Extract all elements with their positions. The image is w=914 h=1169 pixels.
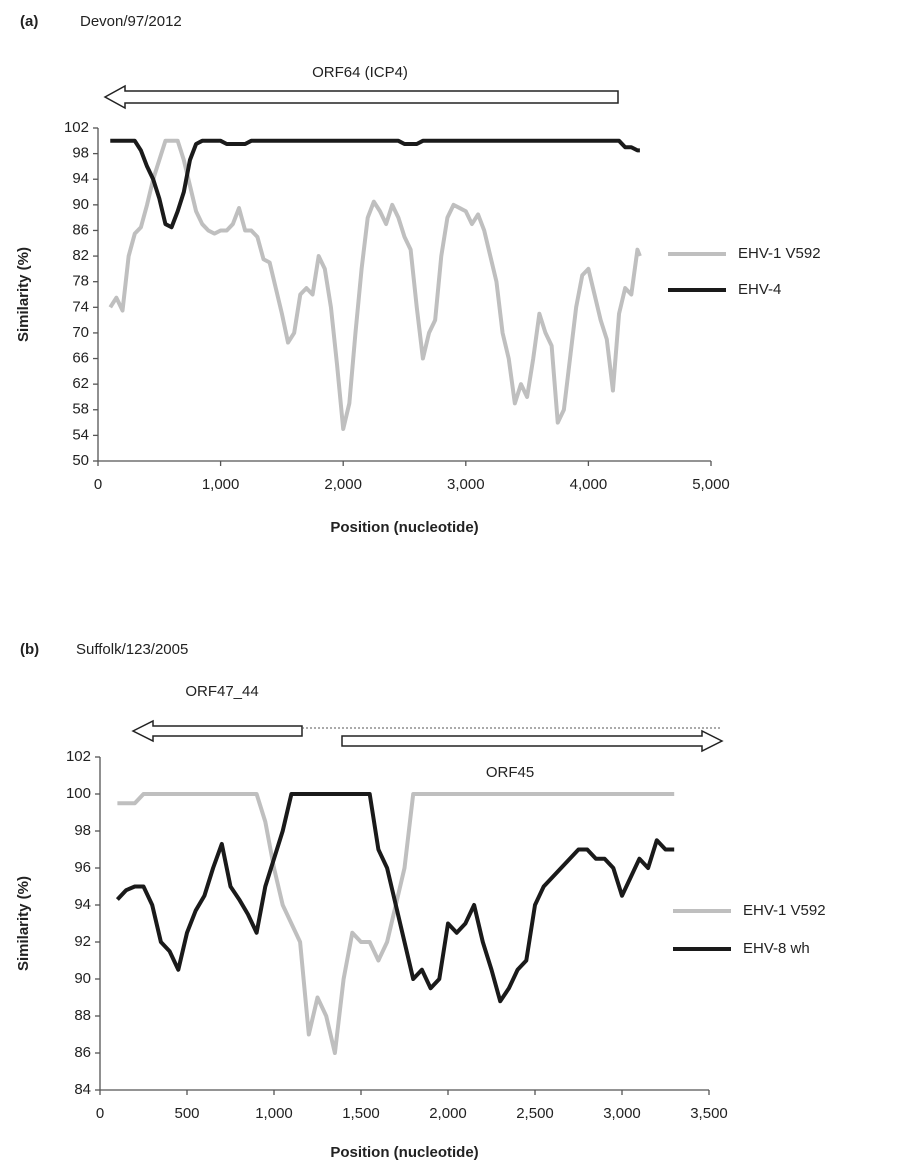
x-tick-label: 3,000 bbox=[603, 1105, 641, 1122]
chart-title: Suffolk/123/2005 bbox=[76, 641, 188, 658]
legend-label: EHV-1 V592 bbox=[738, 245, 821, 262]
orf64-arrow bbox=[103, 84, 619, 110]
y-tick-label: 102 bbox=[64, 119, 89, 136]
x-tick-label: 0 bbox=[94, 476, 102, 493]
x-tick-label: 2,000 bbox=[324, 476, 362, 493]
panel-label: (a) bbox=[20, 13, 38, 30]
y-tick-label: 98 bbox=[74, 822, 91, 839]
chart-title: Devon/97/2012 bbox=[80, 13, 182, 30]
y-axis-label: Similarity (%) bbox=[15, 876, 32, 971]
y-tick-label: 98 bbox=[72, 145, 89, 162]
x-tick-label: 3,000 bbox=[447, 476, 485, 493]
x-tick-label: 0 bbox=[96, 1105, 104, 1122]
x-tick-label: 4,000 bbox=[570, 476, 608, 493]
y-tick-label: 88 bbox=[74, 1007, 91, 1024]
arrows bbox=[103, 84, 724, 753]
y-tick-label: 92 bbox=[74, 933, 91, 950]
y-tick-label: 90 bbox=[74, 970, 91, 987]
y-tick-label: 84 bbox=[74, 1081, 91, 1098]
y-tick-label: 90 bbox=[72, 196, 89, 213]
legend-label: EHV-1 V592 bbox=[743, 902, 826, 919]
x-axis-label: Position (nucleotide) bbox=[330, 1144, 478, 1161]
legend-label: EHV-8 wh bbox=[743, 940, 810, 957]
y-tick-label: 86 bbox=[72, 221, 89, 238]
series-line bbox=[110, 138, 640, 230]
series-line bbox=[117, 792, 675, 1055]
y-tick-label: 50 bbox=[72, 452, 89, 469]
y-tick-label: 78 bbox=[72, 273, 89, 290]
y-tick-label: 66 bbox=[72, 350, 89, 367]
y-tick-label: 70 bbox=[72, 324, 89, 341]
x-tick-label: 1,500 bbox=[342, 1105, 380, 1122]
y-tick-label: 94 bbox=[74, 896, 91, 913]
x-tick-label: 5,000 bbox=[692, 476, 730, 493]
x-tick-label: 2,000 bbox=[429, 1105, 467, 1122]
legend-label: EHV-4 bbox=[738, 281, 781, 298]
x-axis-label: Position (nucleotide) bbox=[330, 519, 478, 536]
y-tick-label: 100 bbox=[66, 785, 91, 802]
series-line bbox=[115, 792, 675, 1004]
x-tick-label: 3,500 bbox=[690, 1105, 728, 1122]
annotation: ORF64 (ICP4) bbox=[312, 64, 408, 81]
y-tick-label: 94 bbox=[72, 170, 89, 187]
y-tick-label: 102 bbox=[66, 748, 91, 765]
y-tick-label: 58 bbox=[72, 401, 89, 418]
y-tick-label: 86 bbox=[74, 1044, 91, 1061]
series-line bbox=[108, 138, 642, 431]
panel-label: (b) bbox=[20, 641, 39, 658]
x-tick-label: 1,000 bbox=[202, 476, 240, 493]
y-tick-label: 96 bbox=[74, 859, 91, 876]
y-tick-label: 82 bbox=[72, 247, 89, 264]
y-tick-label: 62 bbox=[72, 375, 89, 392]
x-tick-label: 2,500 bbox=[516, 1105, 554, 1122]
y-tick-label: 54 bbox=[72, 426, 89, 443]
x-tick-label: 500 bbox=[174, 1105, 199, 1122]
annotation: ORF45 bbox=[486, 764, 534, 781]
x-tick-label: 1,000 bbox=[255, 1105, 293, 1122]
orf47-arrow bbox=[131, 719, 303, 743]
annotation: ORF47_44 bbox=[185, 683, 258, 700]
y-tick-label: 74 bbox=[72, 298, 89, 315]
orf45-arrow bbox=[341, 729, 724, 753]
y-axis-label: Similarity (%) bbox=[15, 247, 32, 342]
